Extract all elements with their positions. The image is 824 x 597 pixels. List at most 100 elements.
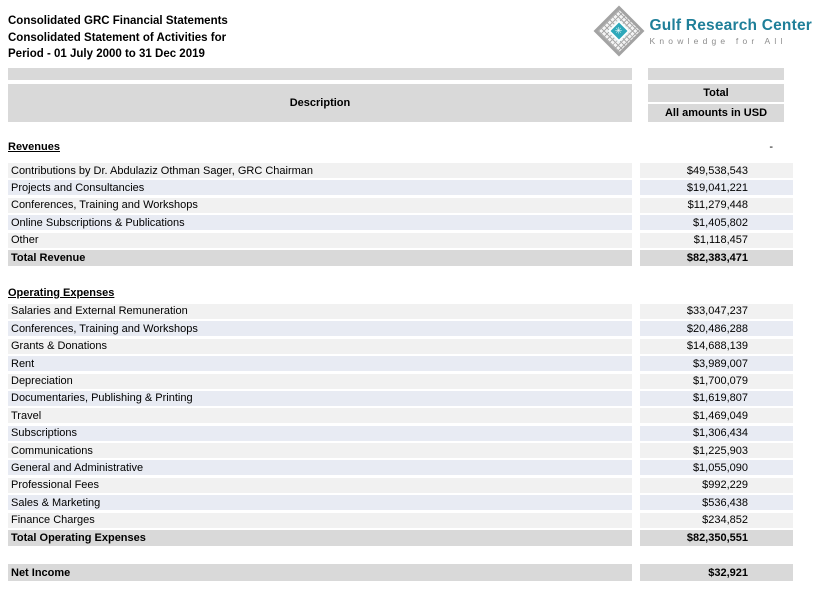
row-label: Conferences, Training and Workshops (8, 321, 632, 337)
net-income-value: $32,921 (640, 564, 793, 582)
column-spacer (632, 460, 640, 475)
revenues-rows: Contributions by Dr. Abdulaziz Othman Sa… (8, 163, 793, 248)
column-spacer (632, 408, 640, 423)
row-value: $234,852 (640, 512, 793, 528)
row-value: $49,538,543 (640, 163, 793, 178)
row-value: $33,047,237 (640, 303, 793, 319)
row-value: $19,041,221 (640, 180, 793, 196)
total-subheader-cell: All amounts in USD (648, 104, 784, 122)
row-value: $1,225,903 (640, 443, 793, 459)
column-spacer (632, 391, 640, 406)
column-spacer (632, 321, 640, 336)
band-total-cell (648, 68, 784, 80)
column-spacer (632, 564, 640, 581)
row-value: $14,688,139 (640, 338, 793, 354)
column-spacer (632, 304, 640, 319)
table-top-band (8, 68, 793, 80)
table-row: Depreciation $1,700,079 (8, 373, 793, 389)
net-income-label: Net Income (8, 564, 632, 582)
row-value: $1,306,434 (640, 425, 793, 441)
total-revenue-label: Total Revenue (8, 249, 632, 266)
table-row: Rent $3,989,007 (8, 356, 793, 372)
document-title-line3: Period - 01 July 2000 to 31 Dec 2019 (8, 48, 205, 60)
grc-logo: ✳ Gulf Research Center Knowledge for All (592, 4, 813, 58)
net-income-row: Net Income $32,921 (8, 564, 793, 582)
row-value: $3,989,007 (640, 356, 793, 372)
table-row: Subscriptions $1,306,434 (8, 425, 793, 441)
row-value: $1,118,457 (640, 232, 793, 248)
table-row: Conferences, Training and Workshops $11,… (8, 197, 793, 213)
grc-emblem-icon: ✳ (592, 4, 646, 58)
total-header-column: Total All amounts in USD (648, 84, 784, 122)
band-description-cell (8, 68, 632, 80)
row-value: $20,486,288 (640, 321, 793, 337)
row-label: Projects and Consultancies (8, 180, 632, 196)
logo-wordmark: Gulf Research Center (649, 16, 812, 34)
table-row: Projects and Consultancies $19,041,221 (8, 180, 793, 196)
logo-text-block: Gulf Research Center Knowledge for All (650, 17, 813, 46)
row-label: Salaries and External Remuneration (8, 303, 632, 319)
document-title-line1: Consolidated GRC Financial Statements (8, 15, 228, 27)
description-header-cell: Description (8, 84, 632, 122)
column-spacer (632, 250, 640, 266)
row-value: $992,229 (640, 477, 793, 493)
expenses-rows: Salaries and External Remuneration $33,0… (8, 303, 793, 528)
row-label: Professional Fees (8, 477, 632, 493)
expenses-section-heading: Operating Expenses (8, 286, 115, 299)
table-row: Salaries and External Remuneration $33,0… (8, 303, 793, 319)
row-label: Sales & Marketing (8, 495, 632, 511)
statement-table: Description Total All amounts in USD Rev… (8, 68, 793, 583)
table-header-row: Description Total All amounts in USD (8, 84, 793, 122)
column-spacer (632, 478, 640, 493)
column-spacer (632, 215, 640, 230)
row-label: Online Subscriptions & Publications (8, 215, 632, 231)
column-spacer (632, 530, 640, 546)
revenues-zero-dash: - (769, 141, 773, 153)
column-spacer (632, 339, 640, 354)
document-title-line2: Consolidated Statement of Activities for (8, 31, 227, 44)
revenues-section-heading: Revenues (8, 141, 60, 153)
row-label: Finance Charges (8, 512, 632, 528)
total-expenses-label: Total Operating Expenses (8, 530, 632, 547)
row-value: $1,619,807 (640, 390, 793, 406)
column-spacer (632, 163, 640, 178)
table-row: Contributions by Dr. Abdulaziz Othman Sa… (8, 163, 793, 178)
row-label: Other (8, 232, 632, 248)
expenses-heading-row: Operating Expenses (8, 286, 793, 300)
total-revenue-value: $82,383,471 (640, 249, 793, 266)
table-row: Other $1,118,457 (8, 232, 793, 248)
section-gap (8, 266, 793, 286)
row-value: $1,405,802 (640, 215, 793, 231)
document-title-block: Consolidated GRC Financial Statements Co… (8, 13, 228, 63)
table-row: Communications $1,225,903 (8, 443, 793, 459)
row-label: Depreciation (8, 373, 632, 389)
logo-tagline: Knowledge for All (649, 35, 787, 46)
row-value: $1,055,090 (640, 460, 793, 476)
row-label: Travel (8, 408, 632, 424)
row-value: $11,279,448 (640, 197, 793, 213)
column-spacer (632, 198, 640, 213)
row-label: Rent (8, 356, 632, 372)
row-label: Contributions by Dr. Abdulaziz Othman Sa… (8, 163, 632, 178)
revenues-heading-row: Revenues - (8, 140, 793, 154)
column-spacer (632, 426, 640, 441)
table-row: Conferences, Training and Workshops $20,… (8, 321, 793, 337)
row-value: $536,438 (640, 495, 793, 511)
emblem-star-icon: ✳ (614, 25, 623, 36)
table-row: Documentaries, Publishing & Printing $1,… (8, 390, 793, 406)
column-spacer (632, 495, 640, 510)
table-row: Finance Charges $234,852 (8, 512, 793, 528)
table-row: Sales & Marketing $536,438 (8, 495, 793, 511)
table-row: General and Administrative $1,055,090 (8, 460, 793, 476)
total-header-cell: Total (648, 84, 784, 102)
table-row: Professional Fees $992,229 (8, 477, 793, 493)
table-row: Travel $1,469,049 (8, 408, 793, 424)
row-label: General and Administrative (8, 460, 632, 476)
column-spacer (632, 374, 640, 389)
emblem-center-diamond: ✳ (607, 19, 630, 43)
total-revenue-row: Total Revenue $82,383,471 (8, 249, 793, 266)
row-label: Subscriptions (8, 425, 632, 441)
table-row: Online Subscriptions & Publications $1,4… (8, 215, 793, 231)
column-spacer (632, 443, 640, 458)
